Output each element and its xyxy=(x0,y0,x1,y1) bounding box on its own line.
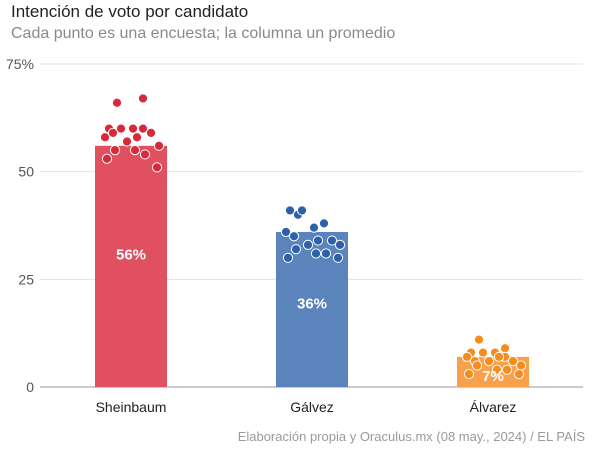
poll-dot xyxy=(477,347,489,358)
poll-dot xyxy=(491,364,503,375)
poll-dot xyxy=(461,351,473,362)
bar-value-label: 7% xyxy=(482,368,504,385)
poll-dot xyxy=(302,239,314,250)
poll-dot xyxy=(310,248,322,259)
poll-dot xyxy=(107,127,119,139)
poll-dot xyxy=(290,244,302,255)
poll-dot xyxy=(139,149,151,160)
poll-dot xyxy=(101,153,113,164)
poll-dot xyxy=(131,132,143,143)
bar-sheinbaum xyxy=(95,145,167,387)
y-tick-label: 0 xyxy=(26,379,34,395)
poll-dot xyxy=(145,127,157,139)
poll-dot xyxy=(280,226,292,238)
poll-dot xyxy=(284,205,296,216)
poll-dot xyxy=(288,231,300,242)
poll-dot xyxy=(111,97,123,108)
poll-dot xyxy=(515,360,527,371)
poll-dot xyxy=(499,343,511,354)
poll-dot xyxy=(471,360,483,371)
bar-value-label: 36% xyxy=(297,295,327,312)
y-tick-label: 75% xyxy=(6,56,34,72)
poll-dot xyxy=(320,248,332,259)
chart-title: Intención de voto por candidato xyxy=(11,2,249,21)
poll-dot xyxy=(121,136,133,147)
x-category-label: Gálvez xyxy=(290,399,334,415)
poll-dot xyxy=(312,235,324,246)
poll-dot xyxy=(334,239,346,250)
poll-dot xyxy=(153,140,165,151)
y-tick-label: 25 xyxy=(18,271,34,287)
poll-dot xyxy=(308,222,320,233)
poll-dot xyxy=(129,145,141,156)
x-category-label: Sheinbaum xyxy=(96,399,167,415)
poll-dots xyxy=(99,93,527,380)
y-tick-label: 50 xyxy=(18,164,34,180)
poll-dot xyxy=(507,356,519,367)
poll-dot xyxy=(282,252,294,263)
poll-dot xyxy=(137,123,149,134)
poll-dot xyxy=(473,334,485,345)
poll-dot xyxy=(326,235,338,246)
bar-value-label: 56% xyxy=(116,246,146,263)
poll-dot xyxy=(501,364,513,375)
poll-dot xyxy=(493,351,505,362)
poll-dot xyxy=(109,145,121,156)
poll-dot xyxy=(513,368,525,380)
poll-dot xyxy=(115,123,127,134)
bars xyxy=(95,145,529,387)
poll-dot xyxy=(296,205,308,216)
poll-dot xyxy=(463,368,475,380)
poll-dot xyxy=(332,252,344,263)
source-note: Elaboración propia y Oraculus.mx (08 may… xyxy=(237,429,585,444)
bar-value-labels: 56% 36% 7% xyxy=(116,246,504,385)
chart-subtitle: Cada punto es una encuesta; la columna u… xyxy=(11,25,396,42)
poll-dot xyxy=(99,132,111,143)
poll-dot xyxy=(483,356,495,367)
y-axis-ticks: 0 25 50 75% xyxy=(6,56,34,395)
poll-dot xyxy=(151,162,163,173)
poll-dot xyxy=(127,123,139,134)
poll-dot xyxy=(137,93,149,104)
x-category-label: Álvarez xyxy=(470,399,517,415)
x-axis-categories: Sheinbaum Gálvez Álvarez xyxy=(96,399,517,415)
poll-dot xyxy=(318,218,330,229)
